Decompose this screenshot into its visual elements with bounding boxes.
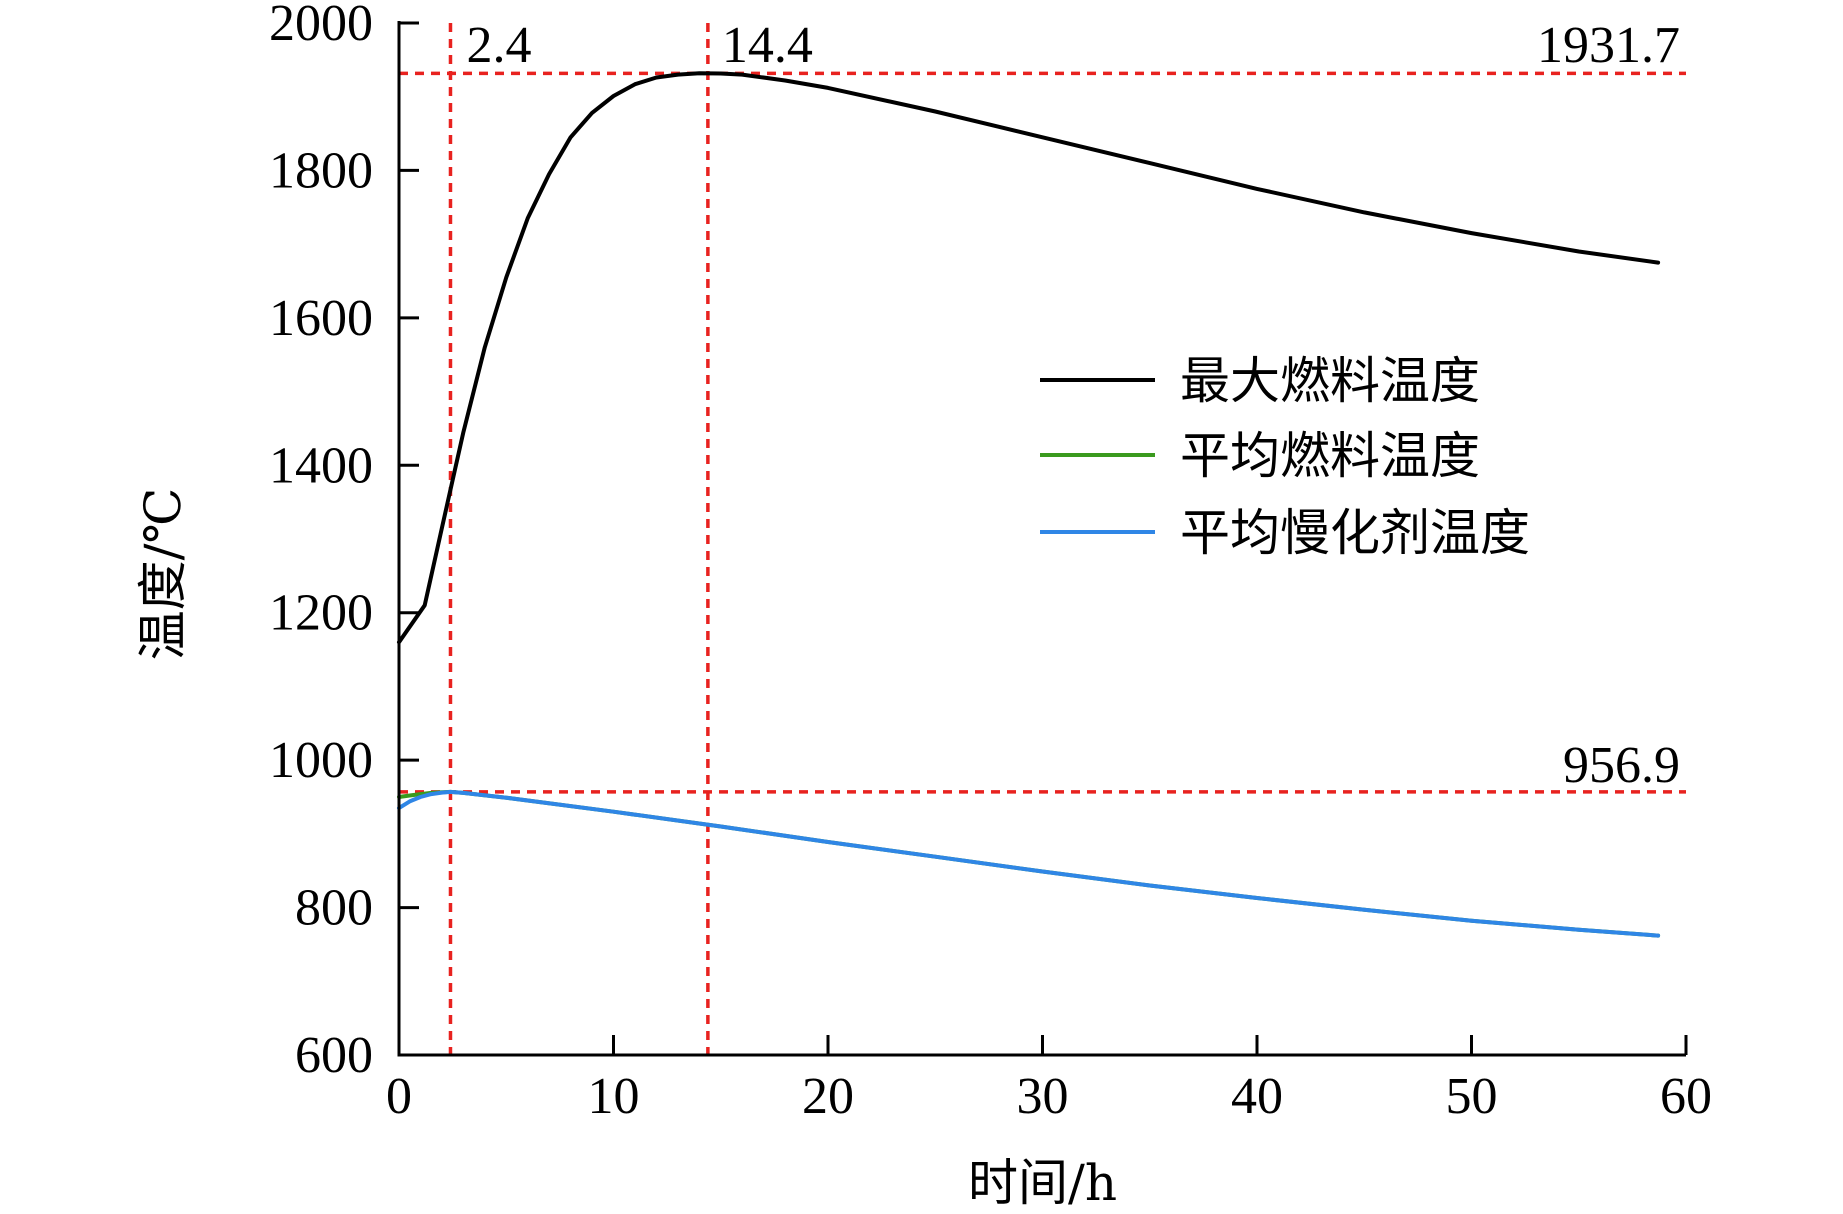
reference-lines: [399, 23, 1686, 1055]
x-tick-label: 50: [1446, 1068, 1498, 1125]
legend-label-avg-fuel: 平均燃料温度: [1180, 427, 1480, 485]
annotation-x-14-4: 14.4: [722, 17, 813, 74]
y-tick-label: 2000: [269, 0, 373, 52]
y-axis-title: 温度/℃: [134, 488, 192, 661]
legend: 最大燃料温度 平均燃料温度 平均慢化剂温度: [1040, 352, 1530, 562]
annotation-y-956-9: 956.9: [1563, 737, 1680, 794]
x-tick-label: 40: [1231, 1068, 1283, 1125]
y-tick-label: 1800: [269, 142, 373, 199]
y-tick-label: 600: [295, 1027, 373, 1084]
annotation-y-1931-7: 1931.7: [1537, 17, 1680, 74]
x-tick-label: 0: [386, 1068, 412, 1125]
legend-label-avg-moderator: 平均慢化剂温度: [1180, 504, 1530, 562]
series-group: [397, 71, 1661, 938]
x-tick-label: 60: [1660, 1068, 1712, 1125]
series-avg-moderator-temp: [397, 789, 1661, 938]
series-max-fuel-temp: [397, 71, 1661, 645]
x-axis-title: 时间/h: [968, 1154, 1117, 1212]
series-avg-fuel-temp: [397, 789, 1661, 938]
y-tick-label: 800: [295, 880, 373, 937]
x-ticks: 0 10 20 30 40 50 60: [386, 1035, 1712, 1125]
x-tick-label: 30: [1017, 1068, 1069, 1125]
y-tick-label: 1600: [269, 290, 373, 347]
y-tick-label: 1200: [269, 585, 373, 642]
x-tick-label: 20: [802, 1068, 854, 1125]
legend-label-max-fuel: 最大燃料温度: [1180, 352, 1480, 410]
y-tick-label: 1000: [269, 732, 373, 789]
y-ticks: 600 800 1000 1200 1400 1600 1800 2000: [269, 0, 419, 1084]
x-tick-label: 10: [588, 1068, 640, 1125]
y-tick-label: 1400: [269, 437, 373, 494]
annotation-x-2-4: 2.4: [466, 17, 531, 74]
